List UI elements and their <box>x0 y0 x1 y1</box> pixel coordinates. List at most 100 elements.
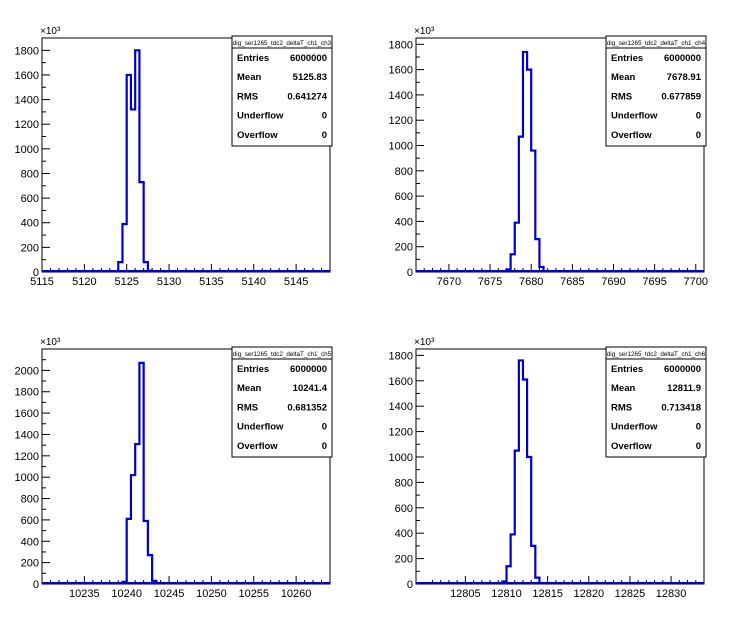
x-tick-label: 5120 <box>72 276 96 288</box>
stats-value-mean: 12811.9 <box>667 383 701 394</box>
x-tick-label: 10255 <box>238 588 269 600</box>
stats-label-rms: RMS <box>237 91 258 102</box>
x-tick-label: 7700 <box>684 276 708 288</box>
x-tick-label: 7675 <box>478 276 502 288</box>
histogram-title: dig_ser1265_tdc2_deltaT_ch1_ch6 <box>607 351 706 358</box>
y-tick-label: 400 <box>21 218 39 230</box>
y-tick-label: 200 <box>395 554 413 566</box>
y-tick-label: 0 <box>33 579 39 591</box>
x-tick-label: 5125 <box>114 276 138 288</box>
histogram-outline <box>501 359 541 584</box>
stats-label-mean: Mean <box>611 72 635 83</box>
x-tick-label: 7680 <box>519 276 543 288</box>
stats-label-entries: Entries <box>611 53 643 64</box>
stats-value-rms: 0.641274 <box>287 91 327 102</box>
stats-box <box>231 346 333 458</box>
x-tick-label: 12825 <box>615 588 646 600</box>
x-tick-label: 12805 <box>450 588 481 600</box>
x-tick-label: 5135 <box>199 276 223 288</box>
y-tick-label: 2000 <box>15 365 39 377</box>
x-tick-label: 7690 <box>601 276 625 288</box>
y-tick-label: 200 <box>21 558 39 570</box>
stats-value-entries: 6000000 <box>290 364 327 375</box>
y-tick-label: 1200 <box>15 451 39 463</box>
histogram-outline <box>121 361 158 584</box>
x-tick-label: 10250 <box>196 588 227 600</box>
y-tick-label: 1400 <box>15 429 39 441</box>
y-exponent-label: ×10³ <box>414 337 435 348</box>
stats-label-mean: Mean <box>611 383 635 394</box>
stats-label-overflow: Overflow <box>237 441 278 452</box>
stats-value-rms: 0.677859 <box>661 91 701 102</box>
histogram-panel-2: 0 200 400 600 800 1000 1200 1400 1600 1800 7670 767… <box>389 26 708 288</box>
stats-box <box>231 35 333 147</box>
y-tick-label: 1600 <box>389 65 413 77</box>
x-tick-label: 5145 <box>284 276 308 288</box>
x-tick-label: 12810 <box>491 588 522 600</box>
y-tick-label: 1400 <box>15 95 39 107</box>
stats-value-underflow: 0 <box>696 111 701 122</box>
stats-label-rms: RMS <box>611 402 632 413</box>
stats-value-entries: 6000000 <box>290 53 327 64</box>
y-tick-label: 800 <box>21 494 39 506</box>
x-tick-label: 5115 <box>30 276 54 288</box>
x-tick-label: 5140 <box>242 276 266 288</box>
stats-label-overflow: Overflow <box>611 441 652 452</box>
histogram-bin <box>131 109 135 272</box>
stats-label-underflow: Underflow <box>237 111 284 122</box>
y-exponent-label: ×10³ <box>40 26 61 37</box>
x-tick-label: 7670 <box>437 276 461 288</box>
stats-value-underflow: 0 <box>322 111 327 122</box>
stats-label-overflow: Overflow <box>237 130 278 141</box>
y-tick-label: 1600 <box>15 408 39 420</box>
y-tick-label: 1000 <box>389 141 413 153</box>
stats-label-rms: RMS <box>237 402 258 413</box>
x-tick-label: 7685 <box>560 276 584 288</box>
x-tick-label: 10235 <box>69 588 100 600</box>
y-tick-label: 1800 <box>15 387 39 399</box>
stats-label-mean: Mean <box>237 383 261 394</box>
y-tick-label: 800 <box>395 166 413 178</box>
stats-value-underflow: 0 <box>322 422 327 433</box>
y-tick-label: 1600 <box>15 70 39 82</box>
stats-value-underflow: 0 <box>696 422 701 433</box>
y-tick-label: 1000 <box>389 452 413 464</box>
y-tick-label: 1000 <box>15 144 39 156</box>
stats-value-rms: 0.681352 <box>287 402 327 413</box>
stats-value-mean: 5125.83 <box>293 72 327 83</box>
histogram-title: dig_ser1265_tdc2_deltaT_ch1_ch4 <box>607 40 706 47</box>
stats-value-entries: 6000000 <box>664 364 701 375</box>
histogram-outline <box>505 50 545 272</box>
stats-value-mean: 7678.91 <box>667 72 702 83</box>
stats-value-mean: 10241.4 <box>293 383 328 394</box>
y-tick-label: 1600 <box>389 376 413 388</box>
histogram-title: dig_ser1265_tdc2_deltaT_ch1_ch3 <box>233 40 332 47</box>
y-tick-label: 1400 <box>389 401 413 413</box>
histogram-title: dig_ser1265_tdc2_deltaT_ch1_ch5 <box>233 351 332 358</box>
y-tick-label: 1400 <box>389 90 413 102</box>
stats-label-underflow: Underflow <box>611 111 658 122</box>
y-tick-label: 400 <box>21 536 39 548</box>
y-tick-label: 1200 <box>15 119 39 131</box>
x-tick-label: 7695 <box>642 276 666 288</box>
stats-label-entries: Entries <box>237 364 269 375</box>
stats-value-rms: 0.713418 <box>661 402 701 413</box>
y-tick-label: 0 <box>407 267 413 279</box>
y-tick-label: 1800 <box>389 39 413 51</box>
stats-label-underflow: Underflow <box>237 422 284 433</box>
histogram-panel-3: 0 200 400 600 800 1000 1200 1400 1600 1800 2000 102… <box>15 337 333 600</box>
y-tick-label: 1200 <box>389 427 413 439</box>
y-tick-label: 400 <box>395 528 413 540</box>
y-exponent-label: ×10³ <box>40 337 61 348</box>
histogram-panel-1: 0 200 400 600 800 1000 1200 1400 1600 1800 5115 512… <box>15 26 333 288</box>
x-tick-label: 10260 <box>281 588 312 600</box>
stats-value-overflow: 0 <box>322 130 327 141</box>
y-tick-label: 800 <box>21 168 39 180</box>
y-tick-label: 200 <box>395 242 413 254</box>
stats-label-underflow: Underflow <box>611 422 658 433</box>
stats-label-entries: Entries <box>237 53 269 64</box>
x-tick-label: 12820 <box>574 588 605 600</box>
stats-label-overflow: Overflow <box>611 130 652 141</box>
